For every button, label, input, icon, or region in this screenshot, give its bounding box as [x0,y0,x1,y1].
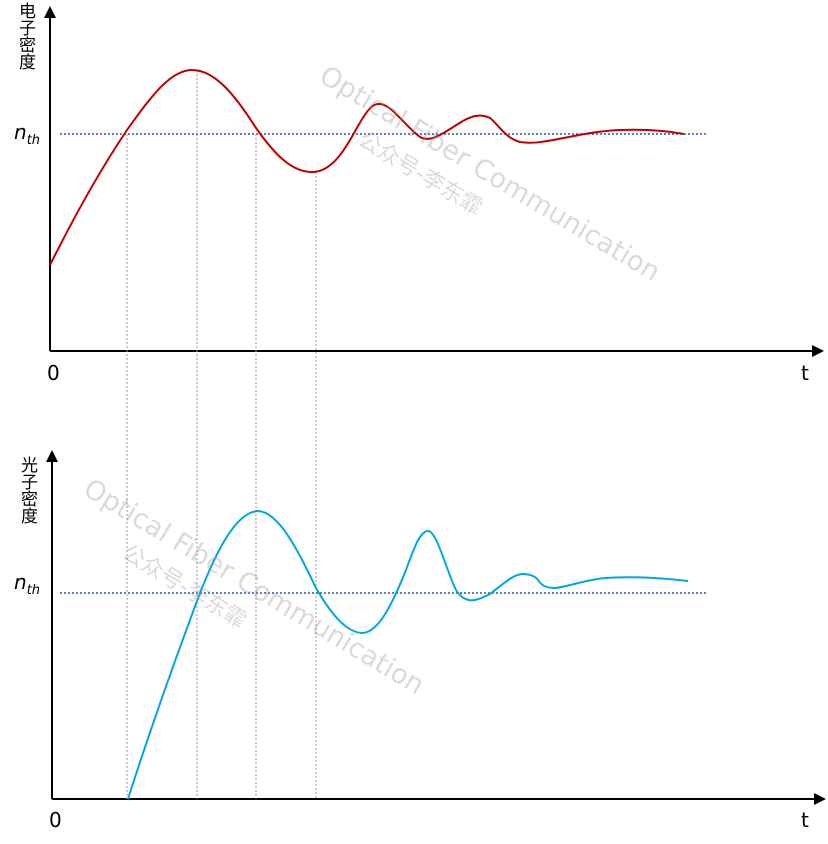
photon-density-curve [127,509,689,800]
top-threshold-label-main: n [14,120,27,144]
bottom-origin-label: 0 [49,808,62,832]
top-time-axis-label: t [801,361,809,385]
top-y-axis-label: 电子密度 [15,2,35,70]
bottom-threshold-label: nth [14,570,40,598]
bottom-time-axis-label: t [801,808,809,832]
bottom-threshold-label-main: n [14,570,27,594]
bottom-threshold-label-sub: th [26,583,41,598]
electron-density-curve [49,68,685,266]
top-origin-label: 0 [47,361,60,385]
top-threshold-label-sub: th [26,133,41,148]
top-threshold-label: nth [14,120,40,148]
bottom-y-axis-label: 光子密度 [17,456,37,524]
